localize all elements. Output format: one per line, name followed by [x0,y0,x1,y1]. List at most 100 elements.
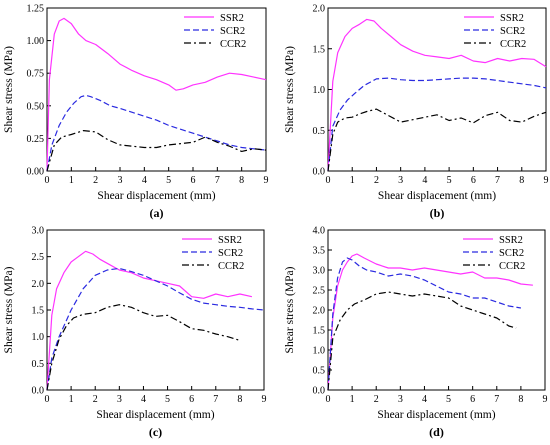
x-tick-label: 9 [543,394,548,405]
x-tick-label: 9 [262,394,267,405]
y-tick-label: 0.0 [313,167,326,178]
series-line-ccr2 [46,304,241,391]
legend-label-scr2: SCR2 [500,26,525,37]
y-axis-label: Shear stress (MPa) [3,46,15,133]
y-tick-label: 2.0 [32,279,45,290]
x-tick-label: 7 [215,175,220,186]
y-tick-label: 1.5 [313,326,326,337]
panel-label: (a) [150,206,164,220]
x-tick-label: 9 [544,175,549,186]
x-tick-label: 4 [422,175,427,186]
y-tick-label: 1.0 [313,85,326,96]
y-tick-label: 2.5 [313,286,326,297]
x-tick-label: 7 [495,175,500,186]
x-tick-label: 1 [69,394,74,405]
y-tick-label: 0.0 [313,386,326,397]
y-tick-label: 3.0 [32,226,45,237]
y-tick-label: 0.5 [313,126,326,137]
x-tick-label: 1 [69,175,74,186]
x-tick-label: 6 [189,394,194,405]
x-tick-label: 2 [93,175,98,186]
y-tick-label: 0.25 [27,134,45,145]
series-line-ssr2 [46,17,267,172]
plot-frame [46,7,267,172]
y-tick-label: 0.5 [32,359,45,370]
x-tick-label: 0 [326,394,331,405]
x-tick-label: 2 [374,394,379,405]
chart-panel-3: 0 1 2 3 4 5 6 7 8 9 0.0 0.5 1.0 1.5 2.0 2.5 3.0 Shear dis… [3,226,267,440]
y-axis-label: Shear stress (MPa) [3,266,15,353]
x-tick-label: 8 [518,394,523,405]
y-axis-label: Shear stress (MPa) [284,46,296,133]
legend-label-scr2: SCR2 [220,26,245,37]
y-tick-label: 0.00 [27,167,45,178]
x-tick-label: 5 [165,394,170,405]
x-tick-label: 4 [142,175,147,186]
legend-label-scr2: SCR2 [218,248,243,259]
series-line-ssr2 [327,18,547,172]
x-tick-label: 3 [117,394,122,405]
x-tick-label: 5 [447,175,452,186]
y-tick-label: 1.5 [32,306,45,317]
y-axis-label: Shear stress (MPa) [284,266,296,353]
legend-label-ssr2: SSR2 [500,13,524,24]
x-tick-label: 3 [398,175,403,186]
y-tick-label: 2.0 [313,4,326,15]
y-tick-label: 1.0 [32,332,45,343]
x-tick-label: 1 [350,175,355,186]
x-tick-label: 4 [141,394,146,405]
x-tick-label: 0 [45,175,50,186]
chart-panel-4: 0 1 2 3 4 5 6 7 8 9 0.0 0.5 1.0 1.5 2.0 2.5 3.0 3.5 4.0 She… [284,226,548,440]
x-tick-label: 6 [470,394,475,405]
x-tick-label: 9 [264,175,269,186]
x-tick-label: 2 [93,394,98,405]
x-tick-label: 0 [326,175,331,186]
y-tick-label: 1.5 [313,44,326,55]
series-line-scr2 [327,257,521,391]
x-axis-label: Shear displacement (mm) [377,409,495,421]
x-tick-label: 3 [118,175,123,186]
legend-label-ccr2: CCR2 [499,261,525,272]
y-tick-label: 4.0 [313,226,326,237]
series-line-ccr2 [327,108,547,172]
x-tick-label: 8 [519,175,524,186]
x-tick-label: 2 [374,175,379,186]
panel-label: (c) [149,425,162,439]
x-tick-label: 3 [398,394,403,405]
x-tick-label: 0 [45,394,50,405]
x-tick-label: 8 [239,175,244,186]
panel-label: (d) [429,425,444,439]
legend-label-ccr2: CCR2 [220,39,246,50]
legend-label-ccr2: CCR2 [218,261,244,272]
series-line-scr2 [46,267,265,391]
legend-label-scr2: SCR2 [499,248,524,259]
x-tick-label: 4 [422,394,427,405]
x-tick-label: 8 [237,394,242,405]
series-line-ccr2 [327,291,517,391]
y-tick-label: 0.75 [27,69,45,80]
x-tick-label: 5 [166,175,171,186]
legend-label-ssr2: SSR2 [218,235,242,246]
x-tick-label: 6 [191,175,196,186]
legend-label-ccr2: CCR2 [500,39,526,50]
y-tick-label: 2.0 [313,306,326,317]
x-axis-label: Shear displacement (mm) [96,409,214,421]
y-tick-label: 0.0 [32,386,45,397]
y-tick-label: 0.5 [313,366,326,377]
y-tick-label: 1.0 [313,346,326,357]
y-tick-label: 1.00 [27,36,45,47]
legend-label-ssr2: SSR2 [220,13,244,24]
y-tick-label: 3.5 [313,246,326,257]
series-line-scr2 [46,94,267,172]
y-tick-label: 1.25 [27,4,45,15]
x-tick-label: 7 [494,394,499,405]
x-axis-label: Shear displacement (mm) [97,190,215,202]
x-tick-label: 7 [213,394,218,405]
series-line-ssr2 [327,253,533,391]
chart-panel-2: 0 1 2 3 4 5 6 7 8 9 0.0 0.5 1.0 1.5 2.0 Shear displacem… [284,4,549,221]
y-tick-label: 0.50 [27,101,45,112]
x-tick-label: 1 [350,394,355,405]
chart-panel-1: 0 1 2 3 4 5 6 7 8 9 0.00 0.25 0.50 0.75 1.00 1.25 Shear … [3,4,269,221]
y-tick-label: 2.5 [32,252,45,263]
